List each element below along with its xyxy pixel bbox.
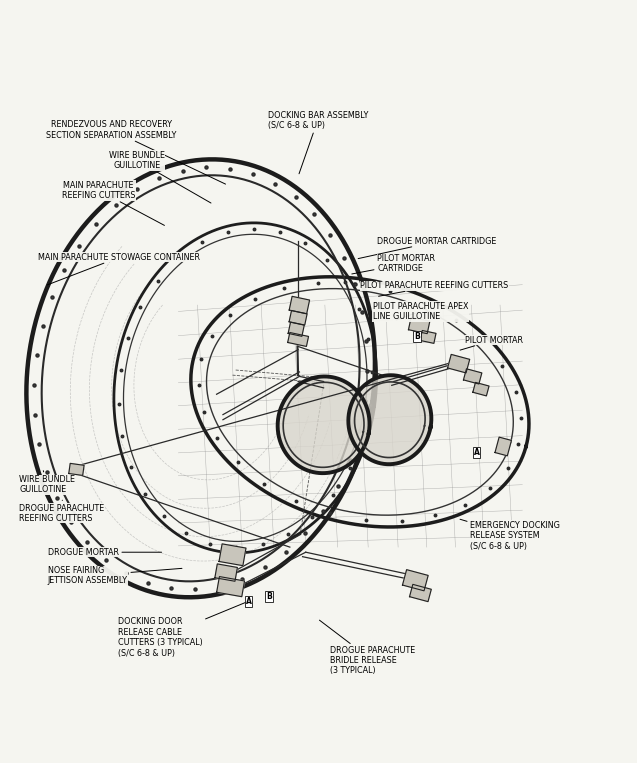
Text: B: B — [414, 333, 420, 341]
Text: NOSE FAIRING
JETTISON ASSEMBLY: NOSE FAIRING JETTISON ASSEMBLY — [48, 566, 182, 585]
Polygon shape — [289, 311, 307, 325]
Text: PILOT PARACHUTE APEX
LINE GUILLOTINE: PILOT PARACHUTE APEX LINE GUILLOTINE — [373, 301, 468, 321]
Text: PILOT MORTAR
CARTRIDGE: PILOT MORTAR CARTRIDGE — [352, 254, 435, 274]
Text: EMERGENCY DOCKING
RELEASE SYSTEM
(S/C 6-8 & UP): EMERGENCY DOCKING RELEASE SYSTEM (S/C 6-… — [460, 520, 560, 551]
Text: WIRE BUNDLE
GUILLOTINE: WIRE BUNDLE GUILLOTINE — [109, 151, 211, 203]
Polygon shape — [448, 355, 469, 373]
Polygon shape — [464, 369, 482, 384]
Polygon shape — [403, 570, 428, 591]
Polygon shape — [69, 463, 84, 475]
Text: MAIN PARACHUTE
REEFING CUTTERS: MAIN PARACHUTE REEFING CUTTERS — [62, 181, 164, 225]
Polygon shape — [289, 296, 310, 314]
Text: A: A — [245, 597, 252, 606]
Text: A: A — [473, 449, 480, 457]
Text: RENDEZVOUS AND RECOVERY
SECTION SEPARATION ASSEMBLY: RENDEZVOUS AND RECOVERY SECTION SEPARATI… — [47, 121, 225, 184]
Polygon shape — [217, 577, 245, 597]
Polygon shape — [288, 322, 304, 336]
Polygon shape — [215, 564, 238, 581]
Text: WIRE BUNDLE
GUILLOTINE: WIRE BUNDLE GUILLOTINE — [19, 471, 75, 494]
Polygon shape — [219, 544, 246, 565]
Text: PILOT PARACHUTE REEFING CUTTERS: PILOT PARACHUTE REEFING CUTTERS — [360, 282, 508, 296]
Polygon shape — [348, 375, 431, 464]
Polygon shape — [495, 437, 512, 456]
Polygon shape — [420, 330, 436, 343]
Text: DOCKING BAR ASSEMBLY
(S/C 6-8 & UP): DOCKING BAR ASSEMBLY (S/C 6-8 & UP) — [268, 111, 368, 174]
Text: DROGUE MORTAR: DROGUE MORTAR — [48, 548, 162, 557]
Text: DROGUE PARACHUTE
BRIDLE RELEASE
(3 TYPICAL): DROGUE PARACHUTE BRIDLE RELEASE (3 TYPIC… — [319, 620, 415, 675]
Text: DOCKING DOOR
RELEASE CABLE
CUTTERS (3 TYPICAL)
(S/C 6-8 & UP): DOCKING DOOR RELEASE CABLE CUTTERS (3 TY… — [118, 602, 246, 658]
Text: B: B — [266, 592, 272, 601]
Polygon shape — [408, 317, 430, 333]
Polygon shape — [288, 333, 308, 346]
Text: PILOT MORTAR: PILOT MORTAR — [460, 336, 523, 350]
Text: DROGUE MORTAR CARTRIDGE: DROGUE MORTAR CARTRIDGE — [358, 237, 496, 259]
Polygon shape — [278, 376, 369, 473]
Text: DROGUE PARACHUTE
REEFING CUTTERS: DROGUE PARACHUTE REEFING CUTTERS — [19, 501, 104, 523]
Polygon shape — [473, 382, 489, 396]
Text: MAIN PARACHUTE STOWAGE CONTAINER: MAIN PARACHUTE STOWAGE CONTAINER — [38, 253, 200, 285]
Polygon shape — [410, 584, 431, 601]
